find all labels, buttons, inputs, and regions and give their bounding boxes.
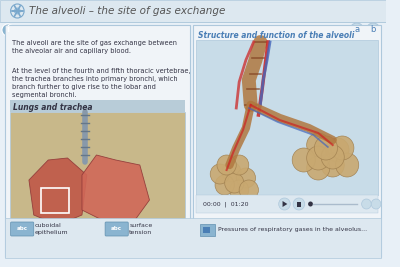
Polygon shape [82,155,150,222]
Circle shape [236,168,256,188]
Text: abc: abc [111,226,122,231]
Circle shape [314,136,338,160]
Text: Lungs and trachea: Lungs and trachea [12,103,92,112]
Polygon shape [282,201,287,207]
Circle shape [307,146,330,170]
Circle shape [321,153,344,177]
Circle shape [230,155,249,175]
Circle shape [2,24,14,36]
Bar [5,218,381,258]
Text: a: a [354,26,359,34]
Polygon shape [29,158,87,225]
Circle shape [366,23,380,37]
Circle shape [225,173,244,193]
Circle shape [321,145,344,169]
Circle shape [217,155,236,175]
Text: i: i [6,26,9,34]
Circle shape [336,153,359,177]
FancyBboxPatch shape [0,0,386,22]
FancyBboxPatch shape [193,25,381,257]
Circle shape [293,198,305,210]
Circle shape [307,156,330,180]
Text: surface
tension: surface tension [129,223,152,235]
Circle shape [371,199,381,209]
Circle shape [239,180,258,200]
FancyBboxPatch shape [196,40,378,195]
Circle shape [326,138,349,162]
Text: At the level of the fourth and fifth thoracic vertebrae,
the trachea branches in: At the level of the fourth and fifth tho… [12,68,190,98]
Bar [296,202,301,206]
Bar [202,227,210,233]
Circle shape [362,199,371,209]
Text: Pressures of respiratory gases in the alveolus...: Pressures of respiratory gases in the al… [218,227,367,233]
Text: abc: abc [17,226,28,231]
Circle shape [331,136,354,160]
Circle shape [215,175,234,195]
FancyBboxPatch shape [5,25,190,257]
Circle shape [307,133,330,157]
Text: b: b [370,26,376,34]
Circle shape [279,198,290,210]
Circle shape [292,148,315,172]
Circle shape [14,8,20,14]
Circle shape [350,23,364,37]
FancyBboxPatch shape [10,112,185,224]
Circle shape [230,180,249,200]
FancyBboxPatch shape [11,222,34,236]
Bar [40,188,70,213]
Text: The alveoli are the site of gas exchange between
the alveolar air and capillary : The alveoli are the site of gas exchange… [12,40,176,54]
Text: cuboidal
epithelium: cuboidal epithelium [35,223,68,235]
Circle shape [222,162,241,182]
FancyBboxPatch shape [200,224,215,236]
Circle shape [308,202,313,206]
Circle shape [210,164,230,184]
Bar [10,100,185,112]
Text: 00:00  |  01:20: 00:00 | 01:20 [202,201,248,207]
Bar [196,195,378,213]
FancyBboxPatch shape [105,222,128,236]
Text: Structure and function of the alveoli: Structure and function of the alveoli [198,30,354,40]
Text: The alveoli – the site of gas exchange: The alveoli – the site of gas exchange [29,6,225,16]
